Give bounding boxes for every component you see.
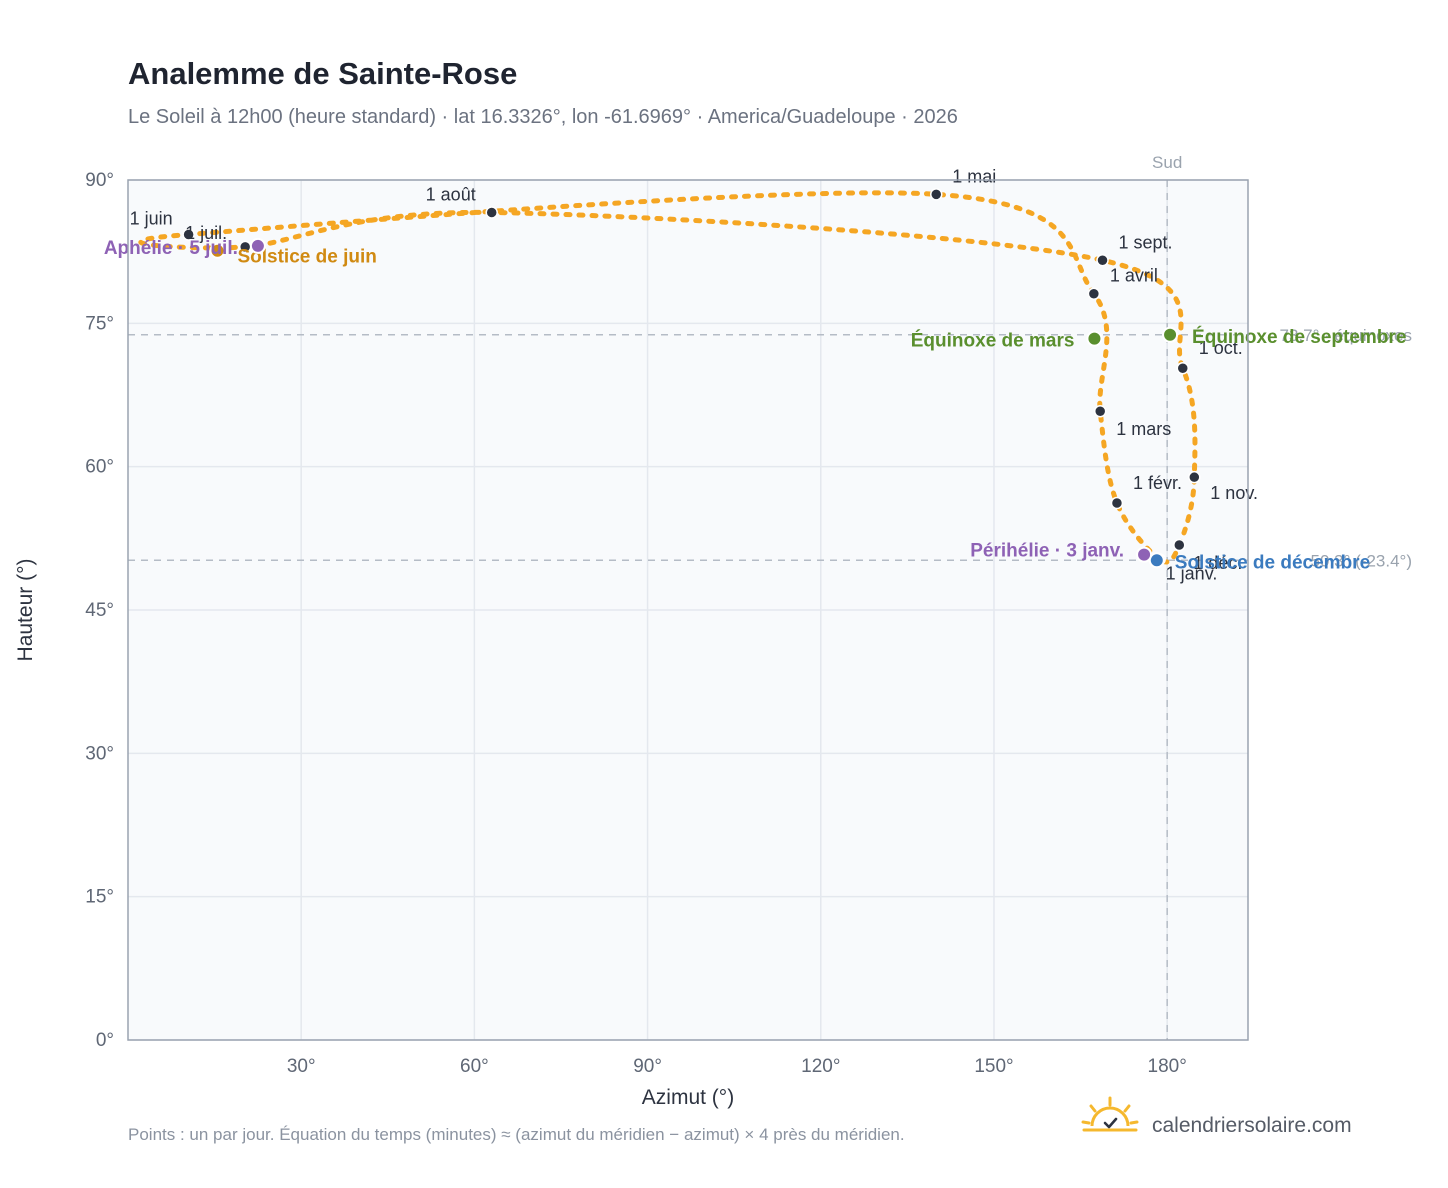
brand-name: calendriersolaire.com bbox=[1152, 1114, 1352, 1137]
event-label: Périhélie · 3 janv. bbox=[970, 541, 1124, 562]
y-tick-label: 75° bbox=[85, 313, 114, 334]
x-tick-label: 30° bbox=[287, 1056, 316, 1077]
month-label: 1 sept. bbox=[1119, 232, 1173, 252]
sun-check-icon bbox=[1081, 1096, 1139, 1132]
event-label: Solstice de décembre bbox=[1175, 552, 1370, 573]
reference-line-label: 50.3° (-23.4°) bbox=[1311, 551, 1412, 570]
event-marker bbox=[1086, 330, 1103, 347]
month-label: 1 mars bbox=[1116, 419, 1171, 439]
brand-logo: calendriersolaire.com bbox=[1081, 1096, 1352, 1137]
event-label: Aphélie · 5 juil. bbox=[104, 238, 238, 259]
month-marker bbox=[485, 206, 498, 219]
y-axis-title: Hauteur (°) bbox=[14, 559, 37, 662]
month-marker bbox=[1087, 287, 1101, 300]
event-marker bbox=[209, 242, 226, 259]
month-marker bbox=[1173, 538, 1186, 552]
footnote: Points : un par jour. Équation du temps … bbox=[128, 1125, 905, 1144]
plot-frame bbox=[127, 179, 1249, 1041]
month-label: 1 juil. bbox=[185, 223, 227, 243]
month-label: 1 avril bbox=[1110, 266, 1158, 286]
x-axis-title: Azimut (°) bbox=[642, 1086, 734, 1109]
month-label: 1 mai bbox=[952, 166, 996, 186]
event-marker bbox=[249, 237, 266, 254]
month-label: 1 févr. bbox=[1133, 473, 1182, 493]
meridian-label: Sud bbox=[1152, 153, 1182, 172]
grid bbox=[128, 179, 1248, 1041]
reference-lines: Sud 73.7° · équinoxes 50.3° (-23.4°) bbox=[128, 153, 1412, 1040]
month-marker bbox=[1176, 361, 1190, 375]
y-tick-label: 45° bbox=[85, 600, 114, 621]
month-marker bbox=[182, 228, 195, 241]
month-marker bbox=[1096, 254, 1109, 267]
x-tick-label: 120° bbox=[801, 1056, 840, 1077]
x-tick-label: 150° bbox=[974, 1056, 1013, 1077]
event-markers: Équinoxe de mars Équinoxe de septembre Sol… bbox=[104, 237, 1406, 573]
y-tick-label: 90° bbox=[85, 170, 114, 191]
month-marker bbox=[929, 188, 943, 201]
axis-ticks: 30° 60° 90° 120° 150° 180° 0° 15° 30° 45° 60° 75° 90… bbox=[85, 170, 1187, 1077]
event-marker bbox=[1148, 552, 1165, 569]
month-label: 1 oct. bbox=[1199, 338, 1243, 358]
chart-title: Analemme de Sainte-Rose bbox=[128, 56, 517, 91]
month-marker bbox=[1110, 496, 1124, 510]
event-marker bbox=[1162, 326, 1179, 343]
month-label: 1 août bbox=[426, 184, 476, 204]
month-marker bbox=[1188, 470, 1201, 484]
y-tick-label: 30° bbox=[85, 743, 114, 764]
chart-subtitle: Le Soleil à 12h00 (heure standard) · lat… bbox=[128, 106, 958, 128]
event-label: Solstice de juin bbox=[237, 247, 376, 268]
event-label: Équinoxe de mars bbox=[911, 330, 1075, 352]
y-tick-label: 0° bbox=[96, 1030, 114, 1051]
month-label: 1 juin bbox=[130, 208, 173, 228]
month-label: 1 déc. bbox=[1193, 553, 1242, 573]
month-label: 1 janv. bbox=[1166, 563, 1218, 583]
y-tick-label: 15° bbox=[85, 887, 114, 908]
month-marker bbox=[1093, 404, 1107, 418]
month-markers: 1 janv. 1 févr. 1 mars 1 avril 1 mai 1 juin 1 … bbox=[130, 166, 1258, 583]
event-label: Équinoxe de septembre bbox=[1192, 326, 1406, 348]
x-tick-label: 90° bbox=[633, 1056, 662, 1077]
x-tick-label: 60° bbox=[460, 1056, 489, 1077]
y-tick-label: 60° bbox=[85, 457, 114, 478]
x-tick-label: 180° bbox=[1148, 1056, 1187, 1077]
event-marker bbox=[1136, 546, 1153, 563]
month-label: 1 nov. bbox=[1210, 483, 1258, 503]
reference-line-label: 73.7° · équinoxes bbox=[1280, 326, 1413, 345]
